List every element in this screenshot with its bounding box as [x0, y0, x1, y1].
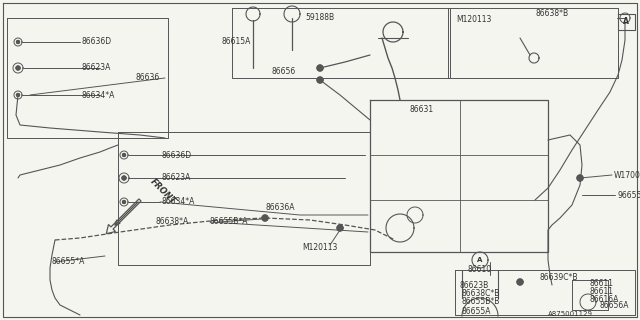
Text: 86656A: 86656A — [600, 300, 630, 309]
Text: 59188B: 59188B — [305, 13, 334, 22]
Text: 86611: 86611 — [590, 287, 614, 297]
Text: 86634*A: 86634*A — [162, 197, 195, 206]
Text: 86634*A: 86634*A — [82, 91, 115, 100]
Polygon shape — [16, 66, 20, 70]
Polygon shape — [262, 215, 268, 221]
Polygon shape — [317, 77, 323, 83]
Text: 86616A: 86616A — [590, 295, 620, 305]
Polygon shape — [17, 41, 19, 44]
Polygon shape — [122, 154, 125, 156]
Text: 86636D: 86636D — [162, 150, 192, 159]
Text: 96655B*C: 96655B*C — [617, 190, 640, 199]
Text: 86655*A: 86655*A — [52, 258, 85, 267]
Text: A875001129: A875001129 — [548, 311, 593, 317]
Text: 86655B*B: 86655B*B — [462, 298, 500, 307]
Polygon shape — [122, 176, 126, 180]
Text: 86615A: 86615A — [222, 37, 252, 46]
Text: 86638*B: 86638*B — [535, 10, 568, 19]
Polygon shape — [317, 65, 323, 71]
Text: 86636A: 86636A — [265, 204, 294, 212]
Text: A: A — [477, 257, 483, 263]
Polygon shape — [17, 93, 19, 97]
Text: 86636D: 86636D — [82, 37, 112, 46]
Text: W170066: W170066 — [614, 171, 640, 180]
Text: 86636: 86636 — [135, 74, 159, 83]
Polygon shape — [577, 175, 583, 181]
Text: 86655B*A: 86655B*A — [210, 218, 248, 227]
Text: 86639C*B: 86639C*B — [540, 274, 579, 283]
Text: FRONT: FRONT — [148, 178, 177, 206]
Text: M120113: M120113 — [456, 15, 492, 25]
Text: 86623B: 86623B — [460, 281, 489, 290]
Text: 86638C*B: 86638C*B — [462, 289, 500, 298]
Text: 86610: 86610 — [468, 266, 492, 275]
Text: A: A — [623, 18, 629, 27]
Text: 86655A: 86655A — [462, 307, 492, 316]
Polygon shape — [517, 279, 523, 285]
Text: 86631: 86631 — [410, 106, 434, 115]
Text: M120113: M120113 — [302, 244, 337, 252]
Polygon shape — [337, 225, 343, 231]
Text: 86623A: 86623A — [162, 173, 191, 182]
Text: 86638*A: 86638*A — [155, 218, 188, 227]
Text: 86611: 86611 — [590, 279, 614, 289]
Text: 86656: 86656 — [272, 68, 296, 76]
Text: 86623A: 86623A — [82, 63, 111, 73]
Polygon shape — [122, 201, 125, 204]
